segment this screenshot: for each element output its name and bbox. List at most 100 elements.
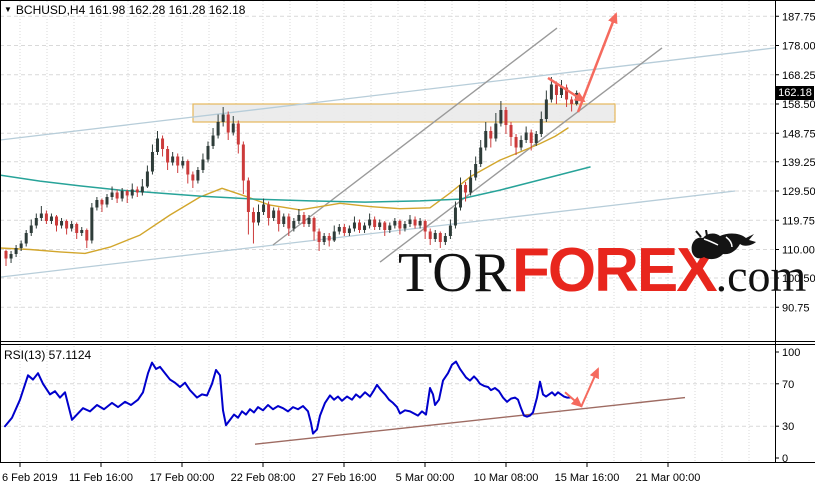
trendline-gray-1 <box>272 27 558 246</box>
candle-body <box>438 233 442 242</box>
rsi-tick-label: 30 <box>782 421 794 433</box>
candle-body <box>44 213 48 221</box>
candle-body <box>474 164 478 178</box>
candle-body <box>519 140 523 148</box>
rsi-line <box>4 360 571 435</box>
rsi-tick-label: 0 <box>782 453 788 465</box>
candle-body <box>90 207 94 241</box>
candle-body <box>277 210 281 224</box>
candle-body <box>34 218 38 226</box>
symbol-dropdown-icon[interactable]: ▼ <box>4 5 12 14</box>
candle-body <box>524 132 528 140</box>
candle-body <box>267 204 271 218</box>
candle-body <box>257 212 260 223</box>
candle-body <box>120 191 124 199</box>
candle-body <box>236 123 240 145</box>
chart-title: ▼ BCHUSD,H4 161.98 162.28 161.28 162.18 <box>4 3 245 17</box>
candle-body <box>433 233 437 239</box>
candle-body <box>312 218 316 232</box>
candle-body <box>363 225 367 230</box>
candle-body <box>60 221 64 226</box>
candle-body <box>342 227 346 233</box>
rsi-indicator-label: RSI(13) 57.1124 <box>4 348 92 362</box>
price-tick-label: 90.75 <box>782 302 810 314</box>
time-tick-label: 21 Mar 00:00 <box>636 472 701 484</box>
watermark-tor-text: TOR <box>398 242 512 304</box>
candle-body <box>383 222 387 230</box>
candle-body <box>14 248 18 254</box>
rsi-tick-label: 70 <box>782 379 794 391</box>
candle-body <box>570 99 574 104</box>
candle-body <box>459 185 462 208</box>
time-tick-label: 10 Mar 08:00 <box>474 472 539 484</box>
time-tick-label: 11 Feb 16:00 <box>69 472 133 484</box>
candle-body <box>166 149 170 163</box>
candle-body <box>211 135 215 146</box>
candle-body <box>373 219 377 227</box>
candle-body <box>307 218 311 224</box>
candle-body <box>453 207 457 226</box>
time-tick-label: 27 Feb 16:00 <box>312 472 377 484</box>
candle-body <box>226 114 230 133</box>
candle-body <box>378 222 382 227</box>
watermark-com-text: .com <box>715 250 807 301</box>
candle-body <box>161 138 165 149</box>
time-tick-label: 6 Feb 2019 <box>2 472 58 484</box>
candle-body <box>9 254 13 259</box>
candle-body <box>150 152 154 172</box>
forecast-arrow-down <box>547 76 586 103</box>
time-tick-label: 5 Mar 00:00 <box>396 472 455 484</box>
candle-body <box>302 215 306 224</box>
candle-body <box>393 221 397 226</box>
candle-body <box>65 221 69 229</box>
candle-body <box>156 138 159 152</box>
candle-body <box>206 146 210 160</box>
resistance-zone <box>192 103 616 123</box>
candle-body <box>337 227 341 232</box>
candle-body <box>448 225 452 236</box>
rsi-trendline <box>254 396 686 445</box>
price-tick-label: 129.50 <box>782 186 815 198</box>
candle-body <box>85 230 89 241</box>
candle-body <box>479 147 483 164</box>
rsi-tick-label: 100 <box>782 347 800 359</box>
candle-body <box>191 174 195 181</box>
rsi-arrow-up <box>580 367 599 408</box>
candle-body <box>549 84 553 100</box>
candle-body <box>428 231 432 239</box>
candle-body <box>287 216 291 229</box>
candle-body <box>352 222 356 229</box>
candle-body <box>327 236 331 241</box>
candle-body <box>499 110 503 124</box>
candle-body <box>115 192 119 199</box>
candle-body <box>251 212 255 223</box>
price-tick-label: 119.75 <box>782 215 815 227</box>
candle-body <box>100 200 104 205</box>
candle-body <box>55 216 58 226</box>
candle-body <box>75 224 79 233</box>
candle-body <box>297 215 301 221</box>
candle-body <box>4 251 8 259</box>
trendline-gray-2 <box>379 47 663 263</box>
candle-body <box>39 213 43 218</box>
candle-body <box>24 233 28 244</box>
candle-body <box>554 84 558 95</box>
candle-body <box>221 114 225 122</box>
candle-body <box>368 219 372 226</box>
candle-body <box>231 123 235 133</box>
candle-body <box>110 192 114 197</box>
candle-body <box>423 221 427 232</box>
candle-body <box>539 119 543 134</box>
candle-body <box>140 186 144 193</box>
candle-body <box>464 185 468 193</box>
candle-body <box>529 132 533 143</box>
candle-body <box>332 231 336 241</box>
candle-body <box>403 224 407 229</box>
candle-body <box>282 216 286 224</box>
candle-body <box>358 222 361 230</box>
candle-body <box>484 131 488 148</box>
ma-orange-line <box>0 127 569 255</box>
candle-body <box>504 110 508 125</box>
